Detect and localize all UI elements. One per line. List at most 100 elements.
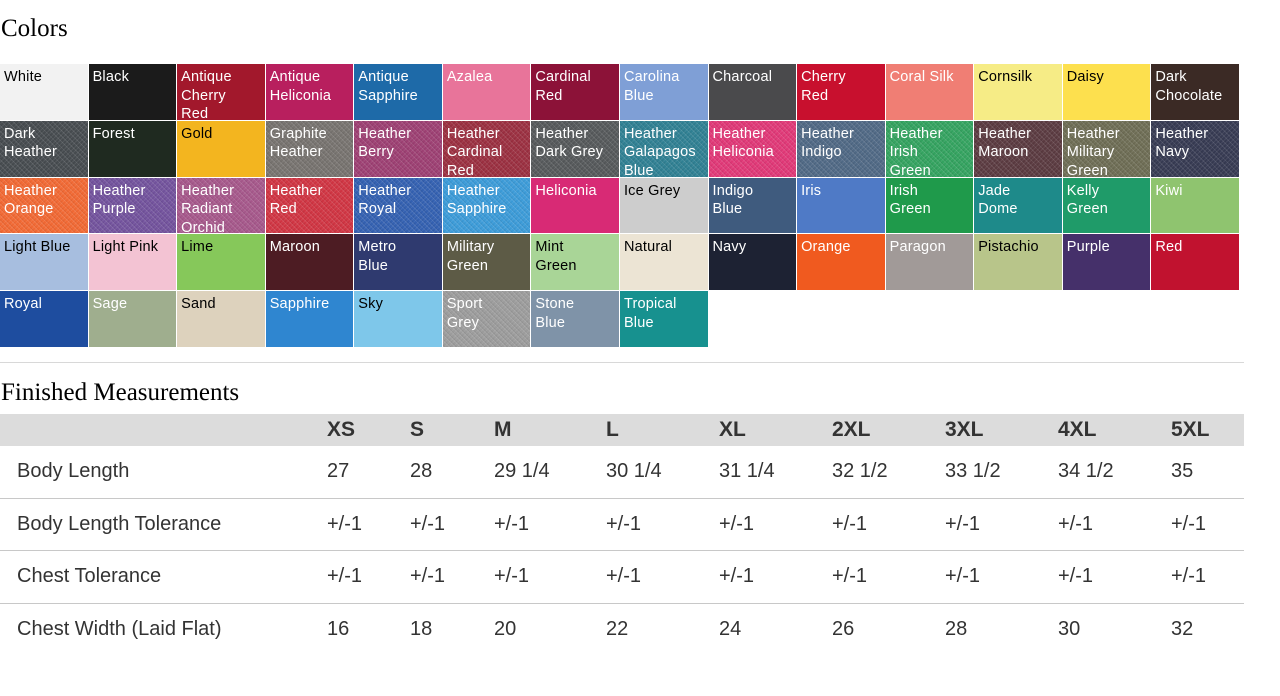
row-label: Body Length Tolerance bbox=[0, 498, 327, 551]
color-swatch: Heather Red bbox=[265, 177, 355, 235]
table-cell: 22 bbox=[606, 617, 629, 640]
color-swatch-label: Heather Dark Grey bbox=[535, 125, 604, 161]
color-swatch-label: Purple bbox=[1066, 239, 1110, 256]
color-swatch: Sky bbox=[354, 291, 443, 348]
table-cell: 28 bbox=[410, 446, 494, 499]
color-swatch-label: Light Blue bbox=[4, 239, 71, 256]
color-swatch-label: Cherry Red bbox=[801, 69, 846, 104]
color-swatch-label: Metro Blue bbox=[358, 239, 397, 274]
table-cell: +/-1 bbox=[719, 550, 832, 604]
color-swatch: Ice Grey bbox=[619, 177, 709, 235]
color-swatch-label: Stone Blue bbox=[535, 296, 575, 331]
color-swatch-label: Ice Grey bbox=[623, 182, 681, 199]
color-swatch-label: Navy bbox=[712, 239, 747, 256]
color-swatch: Heather Heliconia bbox=[708, 120, 798, 178]
color-swatch-label: White bbox=[4, 69, 43, 85]
table-cell: 26 bbox=[832, 617, 855, 640]
color-swatch: Lime bbox=[177, 234, 266, 292]
color-swatch-label: Dark Heather bbox=[4, 125, 57, 161]
color-swatch-label: Orange bbox=[801, 239, 851, 256]
table-cell: +/-1 bbox=[494, 498, 606, 551]
color-swatch-label: Heather Orange bbox=[4, 182, 57, 218]
color-swatch: Daisy bbox=[1062, 64, 1152, 121]
table-cell: +/-1 bbox=[1171, 498, 1244, 551]
measurements-table: XS S M L XL 2XL 3XL 4XL 5XL Body Length … bbox=[0, 414, 1244, 655]
table-cell: +/-1 bbox=[832, 498, 945, 551]
color-swatch: Iris bbox=[797, 177, 886, 235]
color-swatch: Antique Heliconia bbox=[265, 64, 355, 121]
table-row: Chest Width (Laid Flat) 16 18 20 22 24 2… bbox=[0, 603, 1244, 655]
color-swatch-label: Coral Silk bbox=[889, 69, 954, 85]
color-swatch: Cornsilk bbox=[974, 64, 1063, 121]
color-swatch: Sage bbox=[88, 291, 178, 348]
color-swatch-label: Heather Indigo bbox=[801, 125, 855, 161]
table-cell: 32 bbox=[1171, 617, 1194, 640]
size-header-row: XS S M L XL 2XL 3XL 4XL 5XL bbox=[0, 414, 1244, 446]
color-swatch: Heather Navy bbox=[1151, 120, 1240, 178]
color-swatch-label: Heather Purple bbox=[92, 182, 146, 218]
color-swatch: Heather Purple bbox=[88, 177, 178, 235]
table-cell: 34 1/2 bbox=[1058, 446, 1171, 499]
color-swatch: Cherry Red bbox=[797, 64, 886, 121]
color-swatch: Purple bbox=[1062, 234, 1152, 292]
color-swatch-label: Heather Irish Green bbox=[889, 125, 943, 178]
color-swatch: Cardinal Red bbox=[531, 64, 620, 121]
table-cell: 20 bbox=[494, 617, 517, 640]
color-swatch: Gold bbox=[177, 120, 266, 178]
table-cell: +/-1 bbox=[832, 550, 945, 604]
table-row: Body Length 27 28 29 1/4 30 1/4 31 1/4 3… bbox=[0, 446, 1244, 499]
header-blank-cell bbox=[0, 414, 327, 446]
table-cell: 35 bbox=[1171, 446, 1244, 499]
color-swatch: Forest bbox=[88, 120, 178, 178]
color-swatch: Heather Cardinal Red bbox=[442, 120, 532, 178]
table-cell: +/-1 bbox=[1058, 550, 1171, 604]
color-swatch-label: Lime bbox=[181, 239, 214, 256]
table-cell: 28 bbox=[945, 617, 968, 640]
color-swatch: Charcoal bbox=[708, 64, 798, 121]
color-swatch-label: Kiwi bbox=[1155, 182, 1183, 199]
color-swatch-label: Royal bbox=[4, 296, 43, 313]
color-swatch-label: Dark Chocolate bbox=[1155, 69, 1223, 104]
table-cell: +/-1 bbox=[945, 550, 1058, 604]
section-divider bbox=[0, 362, 1244, 363]
table-cell: 30 1/4 bbox=[606, 446, 719, 499]
table-cell: +/-1 bbox=[410, 498, 494, 551]
color-swatch: Carolina Blue bbox=[619, 64, 709, 121]
table-cell: +/-1 bbox=[1171, 550, 1244, 604]
color-swatch: Irish Green bbox=[885, 177, 975, 235]
color-swatch: Heather Orange bbox=[0, 177, 89, 235]
color-swatch: Natural bbox=[619, 234, 709, 292]
color-swatch-label: Antique Cherry Red bbox=[181, 69, 232, 121]
color-swatch-label: Heather Maroon bbox=[978, 125, 1032, 161]
table-cell: 31 1/4 bbox=[719, 446, 832, 499]
color-swatch-label: Azalea bbox=[446, 69, 493, 85]
color-swatch-label: Heather Heliconia bbox=[712, 125, 774, 161]
table-cell: +/-1 bbox=[719, 498, 832, 551]
size-header: 4XL bbox=[1058, 414, 1171, 446]
color-swatch-label: Heather Red bbox=[269, 182, 323, 218]
color-swatch: Graphite Heather bbox=[265, 120, 355, 178]
color-swatch-label: Heather Berry bbox=[358, 125, 412, 161]
color-swatch-label: Daisy bbox=[1066, 69, 1105, 85]
color-swatch: Stone Blue bbox=[531, 291, 620, 348]
color-swatch-grid: White Black Antique Cherry Red Antique Heli… bbox=[0, 64, 1240, 348]
color-swatch-label: Gold bbox=[181, 125, 213, 142]
table-cell: +/-1 bbox=[1058, 498, 1171, 551]
color-swatch: Light Blue bbox=[0, 234, 89, 292]
color-swatch: Kelly Green bbox=[1062, 177, 1152, 235]
color-swatch-label: Mint Green bbox=[535, 239, 577, 274]
color-swatch: Sport Grey bbox=[442, 291, 532, 348]
color-swatch-label: Sport Grey bbox=[446, 296, 483, 331]
size-header: 3XL bbox=[945, 414, 1058, 446]
color-swatch: Tropical Blue bbox=[619, 291, 709, 348]
table-cell: +/-1 bbox=[327, 550, 410, 604]
size-header: XS bbox=[327, 414, 410, 446]
color-swatch-label: Red bbox=[1155, 239, 1183, 256]
color-swatch: Jade Dome bbox=[974, 177, 1063, 235]
color-swatch: Maroon bbox=[265, 234, 355, 292]
color-swatch: Coral Silk bbox=[885, 64, 975, 121]
color-swatch: Azalea bbox=[442, 64, 532, 121]
color-swatch-label: Heliconia bbox=[535, 182, 597, 199]
size-header: XL bbox=[719, 414, 832, 446]
color-swatch-label: Charcoal bbox=[712, 69, 773, 85]
